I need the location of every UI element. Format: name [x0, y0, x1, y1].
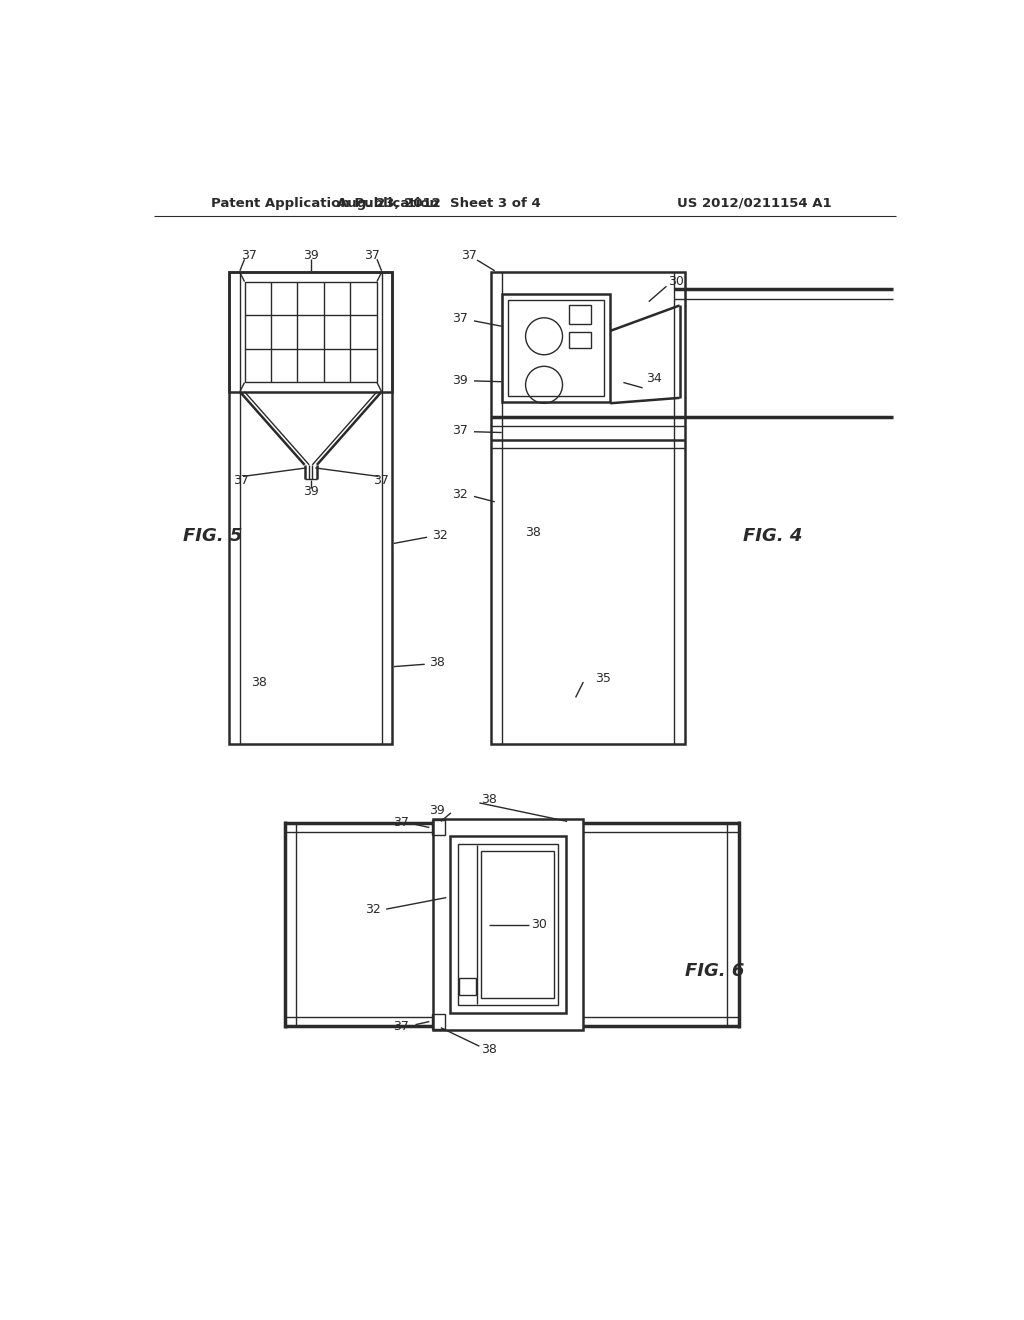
Text: 37: 37 — [373, 474, 389, 487]
Bar — [229, 272, 392, 743]
Bar — [481, 851, 554, 998]
Text: 32: 32 — [432, 529, 449, 543]
Text: 37: 37 — [393, 1019, 410, 1032]
Text: 39: 39 — [303, 486, 318, 499]
Text: 37: 37 — [452, 312, 468, 325]
Bar — [508, 300, 604, 396]
Text: 38: 38 — [251, 676, 266, 689]
Text: 35: 35 — [595, 672, 610, 685]
Text: 34: 34 — [646, 372, 663, 385]
Text: 30: 30 — [531, 917, 547, 931]
Text: FIG. 4: FIG. 4 — [742, 527, 802, 545]
Text: 30: 30 — [668, 275, 684, 288]
Bar — [451, 836, 565, 1014]
Bar — [229, 272, 392, 392]
Text: FIG. 6: FIG. 6 — [685, 962, 744, 979]
Bar — [490, 272, 685, 743]
Text: 37: 37 — [232, 474, 249, 487]
Bar — [432, 1014, 445, 1030]
Text: 39: 39 — [303, 249, 318, 261]
Bar — [502, 294, 610, 401]
Text: 37: 37 — [365, 249, 380, 261]
Text: 38: 38 — [481, 793, 497, 807]
Bar — [433, 818, 583, 1030]
Text: 39: 39 — [452, 374, 468, 387]
Text: 37: 37 — [393, 816, 410, 829]
Text: 32: 32 — [366, 903, 381, 916]
Text: 37: 37 — [242, 249, 257, 261]
Text: FIG. 5: FIG. 5 — [183, 527, 243, 545]
Text: 32: 32 — [452, 487, 468, 500]
Bar — [460, 978, 476, 995]
Text: Patent Application Publication: Patent Application Publication — [211, 197, 439, 210]
Text: 39: 39 — [429, 804, 444, 817]
Text: 38: 38 — [429, 656, 445, 669]
Text: 38: 38 — [525, 527, 542, 539]
Bar — [458, 843, 558, 1006]
Bar — [245, 281, 377, 383]
Bar — [432, 820, 445, 836]
Text: 38: 38 — [481, 1043, 497, 1056]
Bar — [569, 305, 591, 323]
Bar — [569, 333, 591, 348]
Text: 37: 37 — [462, 249, 477, 261]
Text: Aug. 23, 2012  Sheet 3 of 4: Aug. 23, 2012 Sheet 3 of 4 — [337, 197, 541, 210]
Text: US 2012/0211154 A1: US 2012/0211154 A1 — [677, 197, 831, 210]
Text: 37: 37 — [452, 425, 468, 437]
